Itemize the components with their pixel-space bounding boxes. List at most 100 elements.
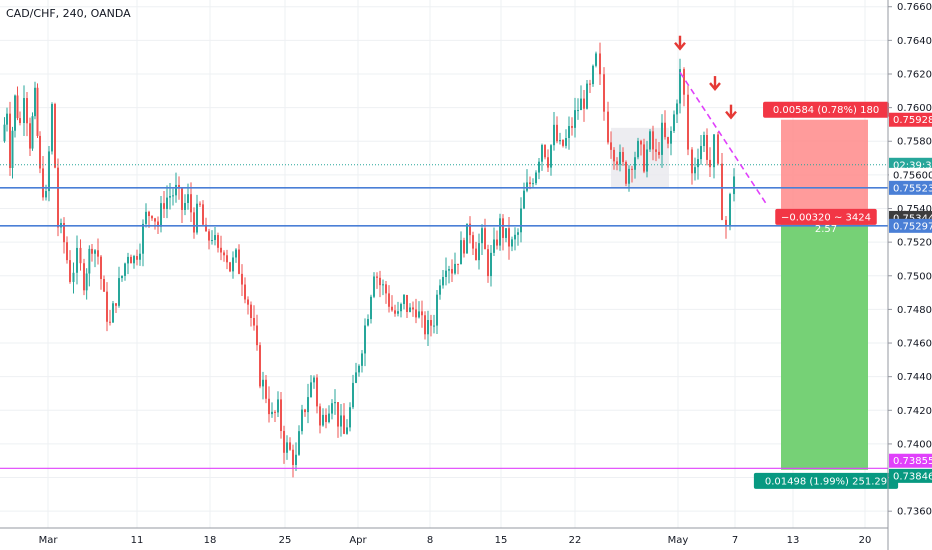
x-tick-label: Mar [39,535,59,546]
candle [283,425,285,464]
candle [349,402,351,432]
candle [130,254,132,264]
candle [595,51,597,68]
candle [42,155,44,201]
candle [683,67,685,107]
x-tick-label: Apr [349,535,367,546]
trend-line[interactable] [679,71,767,204]
chart-title: CAD/CHF, 240, OANDA [6,7,131,20]
svg-text:0.00584 (0.78%) 180: 0.00584 (0.78%) 180 [773,105,879,116]
candle [34,81,36,120]
candle [424,311,426,340]
candle [631,165,633,183]
candle [454,252,456,275]
candle [661,114,663,168]
candle [725,215,727,239]
candle [616,157,618,171]
candle [427,310,429,346]
candle [388,285,390,313]
candle [331,399,333,420]
candle [463,237,465,258]
take-profit-zone[interactable] [781,217,868,470]
candle [481,224,483,256]
candle [16,86,19,121]
candle [256,314,258,351]
candle [691,147,693,185]
candle [271,402,273,418]
candle [313,375,315,389]
candle [211,230,213,245]
svg-text:0.73846: 0.73846 [893,471,932,482]
candle [610,131,612,159]
candle [235,248,237,263]
candle [316,374,318,414]
candle [517,228,519,246]
candle [379,270,381,298]
candle [292,444,294,478]
candle [29,117,31,156]
candle [436,290,438,335]
candle [109,310,111,326]
price-badge-support-lower: 0.75297 [889,218,932,233]
candle [274,410,276,423]
candle [244,277,246,304]
candle [538,157,540,180]
candle [127,252,129,275]
candle [202,200,204,225]
candle [133,254,135,269]
candle [136,249,138,266]
candle [352,374,354,410]
candle [36,83,39,139]
candle [3,117,6,143]
candle [277,391,279,417]
x-tick-label: 25 [279,535,292,546]
price-badge-support-upper: 0.75523 [889,180,932,195]
stop-loss-zone[interactable] [781,119,868,218]
candle [370,294,372,324]
candle [145,203,147,228]
candle [643,138,645,174]
candle [124,262,126,281]
candle [6,107,8,132]
candle [709,147,711,178]
candle [490,245,492,287]
candle [694,157,696,181]
candle [97,238,99,265]
candle [376,272,378,289]
candle [241,264,243,296]
candle [193,207,195,239]
candle [514,227,516,251]
candle [713,133,715,179]
candle [88,245,91,287]
svg-text:−0.00320 ~ 3424: −0.00320 ~ 3424 [781,212,871,223]
candle [118,266,120,308]
candle [586,80,588,110]
candle [697,148,699,180]
candle [472,231,474,255]
svg-text:0.75600: 0.75600 [893,170,932,181]
candle [409,303,411,313]
price-badge-current: 0.75600 [889,167,932,182]
candle [394,304,396,317]
candle [649,129,651,152]
candle [121,275,123,282]
candle [679,58,681,114]
candle [673,110,675,134]
candle [214,227,216,246]
candle [418,301,420,319]
x-tick-label: 7 [732,535,738,546]
candle [721,153,723,221]
candle [250,301,252,327]
candle [232,251,234,279]
candle [31,112,34,151]
candle [184,194,186,216]
candle [571,117,573,136]
candle [484,218,486,250]
candle [301,404,303,435]
candle [439,279,441,300]
